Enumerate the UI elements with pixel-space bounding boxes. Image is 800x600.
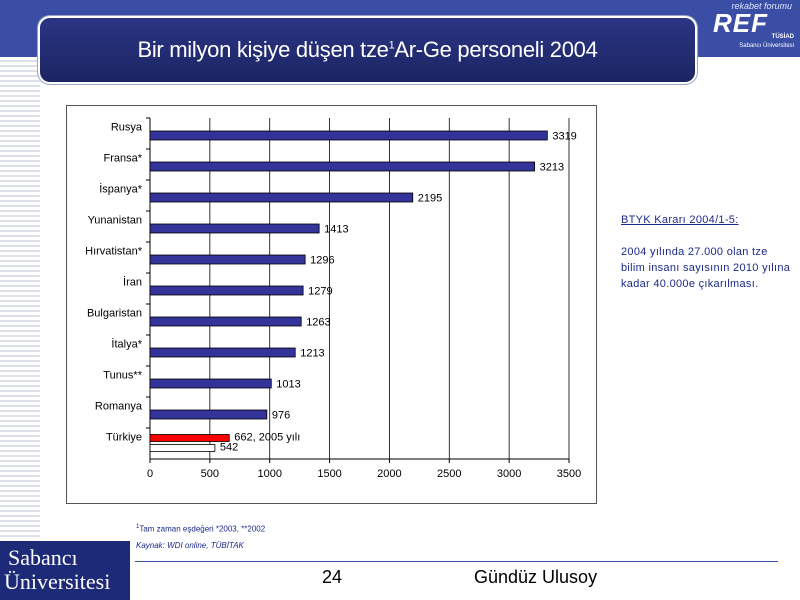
- chart-frame: 0 500 1000 1500 2000 2500 3000 3500 Rusya 3319 Fra…: [66, 105, 597, 504]
- category-label: Türkiye: [106, 432, 142, 444]
- x-tick-label: 1000: [257, 468, 281, 480]
- su-logo-line1: Sabancı: [8, 545, 78, 570]
- bar: [149, 192, 414, 203]
- data-label: 662, 2005 yılı: [234, 432, 300, 444]
- bar: [149, 254, 306, 265]
- bar: [149, 409, 268, 420]
- su-logo-line2: Üniversitesi: [4, 569, 111, 594]
- bar-turkiye: [149, 434, 230, 442]
- ref-logo-text: REF: [713, 8, 768, 38]
- left-stripe-decoration: [0, 57, 40, 537]
- bar: [149, 161, 536, 172]
- category-label: Tunus**: [103, 370, 142, 382]
- data-label: 2195: [418, 193, 442, 205]
- bar: [149, 316, 302, 327]
- data-label: 542: [220, 442, 238, 454]
- category-label: Rusya: [111, 122, 143, 134]
- category-label: Hırvatistan*: [85, 246, 143, 258]
- data-label: 1013: [276, 379, 300, 391]
- footnote-superscript: 1: [136, 524, 140, 530]
- slide-title-bar: Bir milyon kişiye düşen tze1Ar-Ge person…: [40, 18, 695, 82]
- footer-divider: [135, 561, 778, 562]
- data-label: 1263: [306, 317, 330, 329]
- data-label: 1296: [310, 255, 334, 267]
- category-label: Yunanistan: [88, 215, 142, 227]
- author-name: Gündüz Ulusoy: [474, 567, 598, 587]
- data-label: 1279: [308, 286, 332, 298]
- side-note-heading: BTYK Kararı 2004/1-5:: [621, 214, 739, 226]
- ref-logo-tagline: rekabet forumu: [731, 1, 792, 11]
- slide-title: Bir milyon kişiye düşen tze1Ar-Ge person…: [137, 37, 597, 63]
- x-tick-label: 0: [147, 468, 153, 480]
- slide-title-superscript: 1: [388, 39, 395, 52]
- data-label: 1413: [324, 224, 348, 236]
- bar-turkiye: [149, 444, 216, 452]
- x-tick-label: 3500: [557, 468, 581, 480]
- ref-logo-tusiad: TÜSİAD: [771, 34, 794, 40]
- category-label: Fransa*: [103, 153, 142, 165]
- footnote-source: Kaynak: WDI online, TÜBİTAK: [136, 541, 244, 550]
- category-label: İran: [123, 276, 142, 289]
- bar: [149, 285, 304, 296]
- page-number: 24: [322, 567, 343, 587]
- data-label: 976: [272, 410, 290, 422]
- data-label: 1213: [300, 348, 324, 360]
- footnote-definition: 1Tam zaman eşdeğeri *2003, **2002: [136, 524, 265, 534]
- x-tick-label: 1500: [317, 468, 341, 480]
- data-label: 3213: [540, 162, 564, 174]
- bar: [149, 130, 548, 141]
- ref-logo-university: Sabancı Üniversitesi: [739, 43, 794, 49]
- category-label: Bulgaristan: [87, 308, 142, 320]
- bar-chart: 0 500 1000 1500 2000 2500 3000 3500 Rusya 3319 Fra…: [85, 117, 581, 480]
- x-tick-label: 2500: [437, 468, 461, 480]
- category-label: İspanya*: [99, 183, 143, 196]
- bar: [149, 347, 296, 358]
- slide-title-rest: Ar-Ge personeli 2004: [394, 37, 598, 62]
- data-label: 3319: [552, 131, 576, 143]
- x-tick-label: 2000: [377, 468, 401, 480]
- category-label: Romanya: [95, 401, 143, 413]
- category-label: İtalya*: [111, 338, 142, 351]
- x-tick-label: 3000: [497, 468, 521, 480]
- footnote-definition-text: Tam zaman eşdeğeri *2003, **2002: [139, 524, 266, 534]
- side-note: BTYK Kararı 2004/1-5: 2004 yılında 27.00…: [621, 212, 791, 292]
- ref-logo: rekabet forumu REF TÜSİAD Sabancı Üniver…: [712, 0, 800, 57]
- sabanci-university-logo: Sabancı Üniversitesi: [0, 541, 130, 600]
- bar: [149, 378, 272, 389]
- slide-title-main: Bir milyon kişiye düşen tze: [137, 37, 389, 62]
- x-tick-label: 500: [201, 468, 219, 480]
- bar: [149, 223, 320, 234]
- side-note-body: 2004 yılında 27.000 olan tze bilim insan…: [621, 246, 791, 290]
